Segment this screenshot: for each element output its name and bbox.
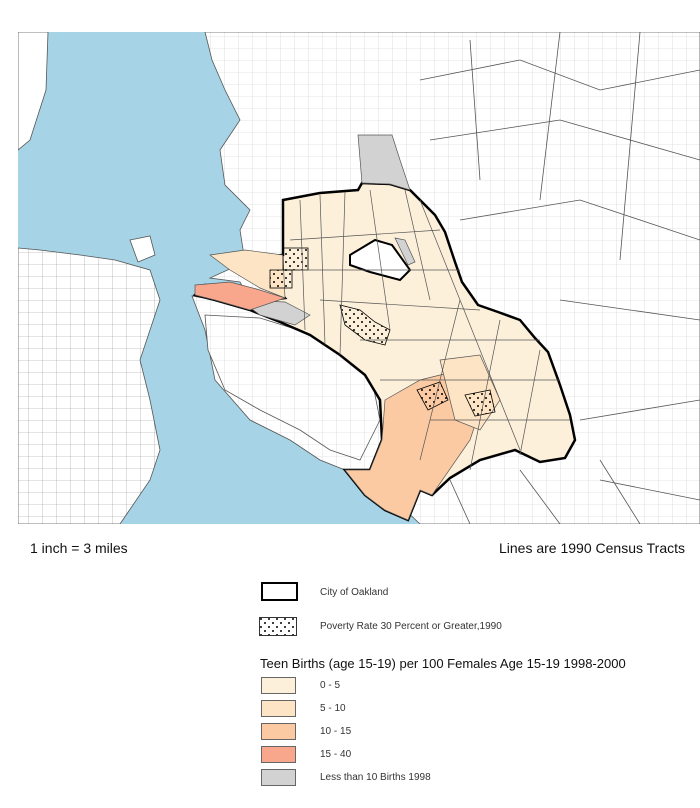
label-5-10: 5 - 10 xyxy=(320,703,346,714)
swatch-low-births xyxy=(261,769,296,786)
grey-tract-berkeley xyxy=(357,134,411,191)
tract-5-10 xyxy=(209,249,286,299)
city-border-swatch xyxy=(261,582,298,601)
poverty-swatch xyxy=(259,617,297,636)
poverty-tracts xyxy=(269,247,496,417)
swatch-15-40 xyxy=(261,746,296,763)
city-label: City of Oakland xyxy=(320,587,389,598)
poverty-label: Poverty Rate 30 Percent or Greater,1990 xyxy=(320,621,502,632)
label-10-15: 10 - 15 xyxy=(320,726,352,737)
swatch-0-5 xyxy=(261,677,296,694)
label-0-5: 0 - 5 xyxy=(320,680,341,691)
tract-15-40 xyxy=(194,281,287,311)
swatch-10-15 xyxy=(261,723,296,740)
swatch-5-10 xyxy=(261,700,296,717)
label-15-40: 15 - 40 xyxy=(320,749,352,760)
treasure-island xyxy=(129,235,156,263)
tract-lines-oakland xyxy=(289,189,570,471)
marin-land xyxy=(18,32,49,151)
legend-title: Teen Births (age 15-19) per 100 Females … xyxy=(260,656,626,671)
scale-text: 1 inch = 3 miles xyxy=(30,540,128,556)
tracts-note: Lines are 1990 Census Tracts xyxy=(499,540,685,556)
label-low-births: Less than 10 Births 1998 xyxy=(320,772,431,783)
grey-tract xyxy=(394,237,416,266)
census-tract-map xyxy=(18,32,700,524)
